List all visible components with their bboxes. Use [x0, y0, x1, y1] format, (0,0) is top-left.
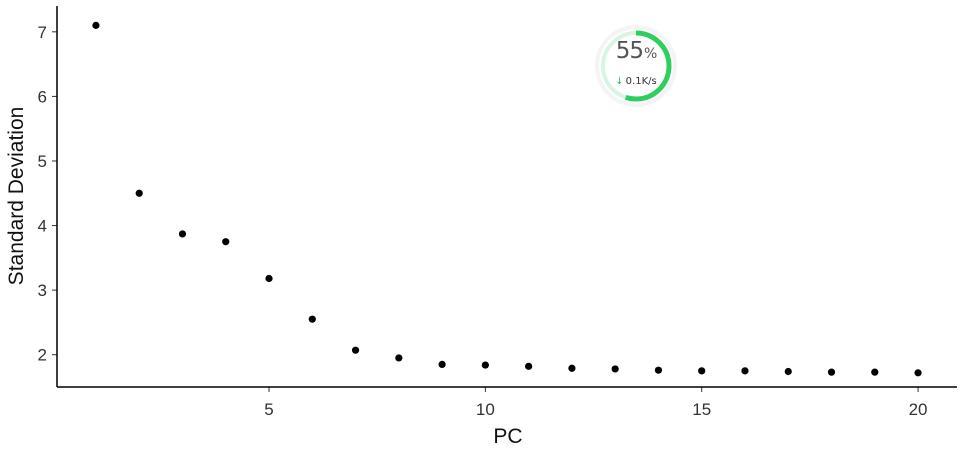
data-point: [481, 361, 489, 369]
data-point: [827, 368, 836, 376]
data-point: [222, 238, 230, 246]
data-point: [741, 367, 749, 375]
speed-percent-label: 55%: [594, 38, 678, 64]
data-point: [611, 365, 619, 373]
progress-ring: [595, 25, 677, 107]
data-point: [178, 230, 187, 238]
x-axis-ticks: 5 10 15 20: [264, 387, 928, 419]
speed-rate-label: ↓ 0.1K/s: [594, 76, 678, 87]
network-speed-widget[interactable]: 55% ↓ 0.1K/s: [594, 24, 678, 108]
x-tick-label: 15: [692, 400, 711, 419]
x-axis-title: PC: [493, 425, 522, 448]
data-point: [914, 369, 922, 377]
percent-sign: %: [643, 46, 657, 62]
data-point: [351, 346, 360, 354]
percent-value: 55: [615, 38, 644, 64]
data-point: [92, 21, 100, 29]
data-point: [308, 315, 316, 323]
y-axis-ticks: 2 3 4 5 6 7: [38, 23, 57, 365]
data-point: [568, 364, 576, 372]
data-point: [654, 366, 663, 374]
y-tick-label: 3: [38, 281, 47, 300]
y-tick-label: 5: [38, 152, 47, 171]
speed-rate-value: 0.1K/s: [625, 76, 657, 87]
y-tick-label: 6: [38, 87, 47, 106]
y-axis-title: Standard Deviation: [5, 107, 28, 286]
ring-progress: [600, 30, 672, 102]
data-point: [698, 367, 706, 375]
ring-face: [599, 29, 673, 103]
data-point: [438, 360, 446, 368]
data-point: [395, 354, 403, 362]
data-points: [92, 21, 922, 377]
x-tick-label: 5: [264, 400, 273, 419]
x-tick-label: 20: [909, 400, 928, 419]
data-point: [784, 367, 792, 376]
x-tick-label: 10: [476, 400, 495, 419]
download-arrow-icon: ↓: [615, 76, 624, 87]
data-point: [525, 362, 533, 370]
y-tick-label: 7: [38, 23, 47, 42]
data-point: [265, 274, 273, 283]
data-point: [135, 189, 143, 197]
y-tick-label: 4: [38, 217, 47, 236]
y-tick-label: 2: [38, 346, 47, 365]
data-point: [871, 368, 879, 376]
